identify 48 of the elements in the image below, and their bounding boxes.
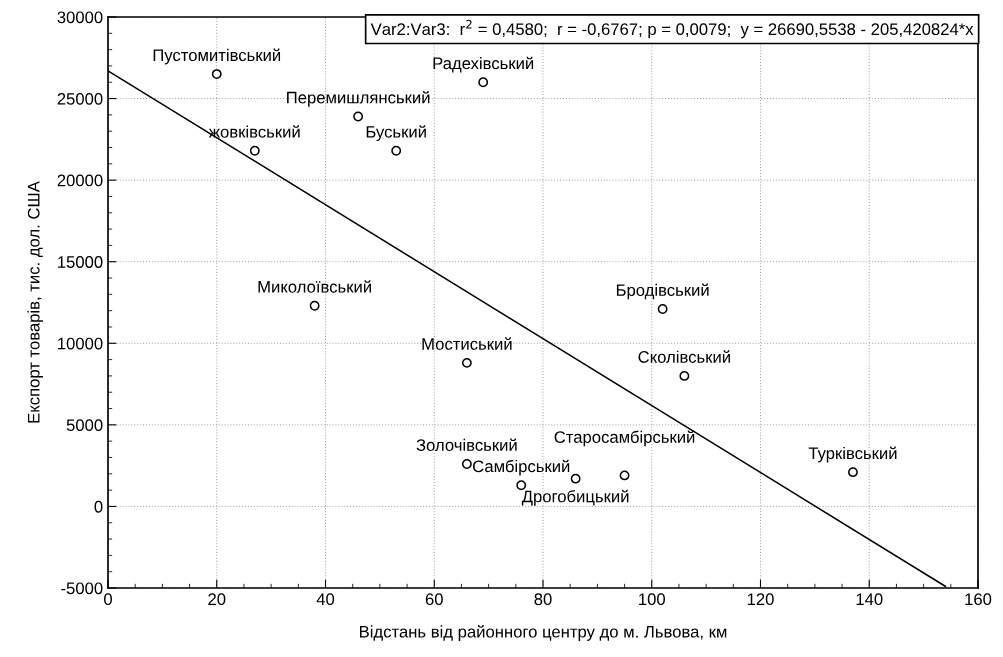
x-tick-label: 20 xyxy=(208,593,226,606)
annotation: Буський xyxy=(366,125,426,142)
x-axis-title: Відстань від районного центру до м. Львова, км xyxy=(359,625,727,641)
annotation: Перемишлянський xyxy=(287,90,430,107)
y-tick-label: 5000 xyxy=(66,419,103,432)
y-axis-title: Експорт товарів, тис. дол. США xyxy=(27,181,43,423)
annotation: Бродівський xyxy=(616,283,709,300)
x-tick-label: 140 xyxy=(856,593,883,606)
point xyxy=(309,300,320,311)
point xyxy=(657,304,668,314)
annotation: Мостиський xyxy=(422,337,512,350)
annotation: Пустомитівський xyxy=(153,48,281,65)
point xyxy=(391,145,402,156)
point xyxy=(848,467,858,478)
point xyxy=(679,370,690,381)
x-tick-label: 100 xyxy=(639,593,665,606)
annotation: Var2:Var3: r$^{2}$ = 0,4580; r = -0,6767; p = 0,0079; y = 26690,5538 - 205,420824*x xyxy=(370,19,974,39)
point xyxy=(461,357,472,368)
point xyxy=(516,480,527,491)
x-tick-label: 120 xyxy=(747,593,774,606)
y-tick-label: 15000 xyxy=(58,256,103,268)
point xyxy=(619,470,630,481)
annotation: жовківський xyxy=(208,125,300,138)
x-tick-label: 0 xyxy=(104,593,112,606)
y-tick-label: 10000 xyxy=(58,337,103,350)
y-tick-label: 30000 xyxy=(57,11,103,24)
annotation: Золочівський xyxy=(416,438,517,451)
point xyxy=(478,77,489,88)
annotation: Турківський xyxy=(808,446,897,463)
y-tick-label: -5000 xyxy=(61,582,103,595)
point xyxy=(570,473,581,484)
y-tick-label: 20000 xyxy=(57,174,103,187)
y-tick-label: 25000 xyxy=(57,92,103,105)
point xyxy=(249,145,260,156)
annotation: Дрогобицький xyxy=(521,489,629,506)
x-tick-label: 60 xyxy=(425,593,443,606)
y-tick-label: 0 xyxy=(94,500,103,513)
annotation: Миколоївський xyxy=(258,280,371,293)
annotation: Самбірський xyxy=(472,459,570,476)
point xyxy=(461,459,472,469)
annotation: Сколівський xyxy=(638,350,730,363)
annotation: Радехівський xyxy=(433,56,534,73)
x-tick-label: 80 xyxy=(534,593,552,606)
point xyxy=(211,69,222,80)
annotation: Старосамбірський xyxy=(554,430,695,447)
x-tick-label: 40 xyxy=(316,593,335,606)
point xyxy=(353,111,364,122)
x-tick-label: 160 xyxy=(965,593,992,606)
